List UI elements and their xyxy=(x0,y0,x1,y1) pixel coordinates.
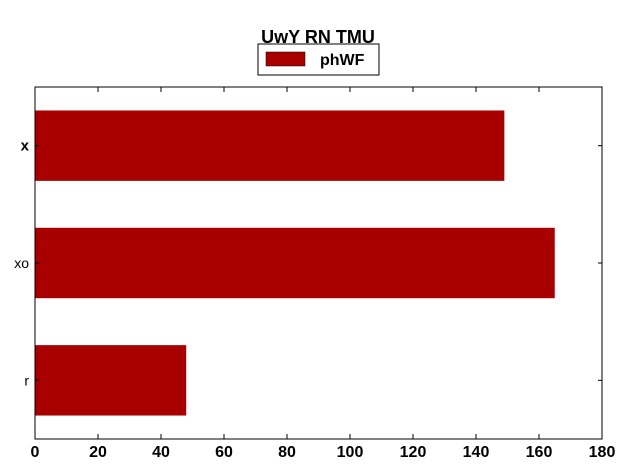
y-tick-label: r xyxy=(24,372,29,388)
y-tick-labels: x xo r xyxy=(14,138,29,389)
plot-frame xyxy=(34,86,603,440)
y-tick-label: x xyxy=(21,138,30,155)
x-tick-labels: 0 20 40 60 80 100 120 140 160 180 xyxy=(31,444,616,461)
x-tick-label: 160 xyxy=(526,444,553,461)
y-tick-label: xo xyxy=(14,255,29,271)
x-tick-label: 60 xyxy=(215,444,233,461)
bar-x xyxy=(35,110,505,181)
legend-label: phWF xyxy=(320,52,365,69)
x-tick-label: 140 xyxy=(463,444,490,461)
x-tick-label: 40 xyxy=(152,444,170,461)
bar-xo xyxy=(35,227,555,299)
x-tick-label: 100 xyxy=(337,444,364,461)
x-tick-label: 20 xyxy=(89,444,107,461)
bar-r xyxy=(35,345,187,416)
x-tick-label: 120 xyxy=(400,444,427,461)
chart-title: UwY RN TMU xyxy=(261,27,375,47)
legend: phWF xyxy=(257,43,380,76)
x-tick-label: 180 xyxy=(589,444,616,461)
x-tick-label: 0 xyxy=(31,444,40,461)
legend-swatch xyxy=(265,51,306,67)
x-tick-label: 80 xyxy=(278,444,296,461)
bars-group xyxy=(35,110,555,416)
